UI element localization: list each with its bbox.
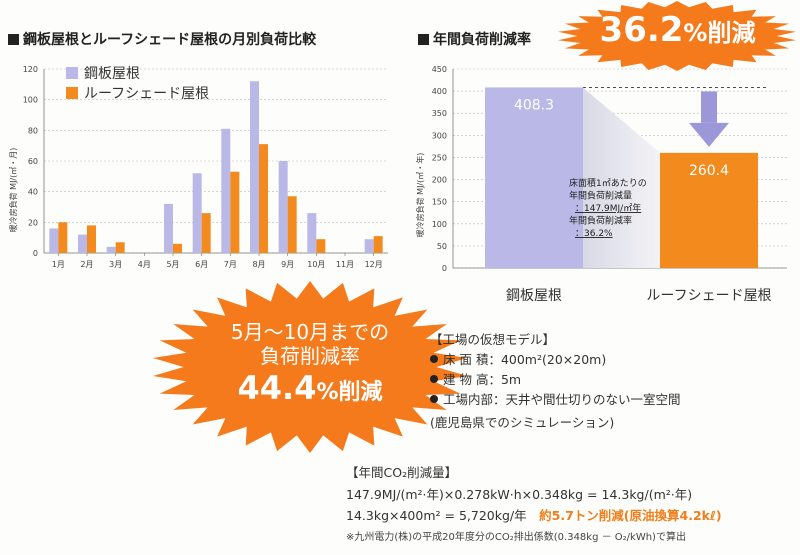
arrow-shaft xyxy=(701,91,717,123)
x-tick-label: 11月 xyxy=(336,260,354,269)
note-line: 年間負荷削減率 xyxy=(569,215,632,227)
co2-footnote: ※九州電力(株)の平成20年度分のCO₂排出係数(0.348kg － O₂/kW… xyxy=(346,532,686,543)
left-chart-heading: 鋼板屋根とルーフシェード屋根の月別負荷比較 xyxy=(8,29,316,49)
bar-steel-annual xyxy=(485,87,583,268)
y-tick-label: 20 xyxy=(28,218,38,227)
bar-steel xyxy=(278,161,288,253)
bar-steel xyxy=(49,228,59,253)
note-line: 床面積1㎡あたりの xyxy=(569,177,647,189)
bullet-icon xyxy=(430,375,438,383)
y-tick-label: 350 xyxy=(432,109,447,118)
bar-roofshade xyxy=(259,144,268,253)
burst-left-text: 5月～10月までの 負荷削減率 44.4%削減 xyxy=(230,320,390,407)
model-note: (鹿児島県でのシミュレーション) xyxy=(430,415,615,430)
burst-left xyxy=(152,281,468,453)
y-tick-label: 250 xyxy=(432,153,447,162)
arrow-head xyxy=(689,122,729,147)
y-tick-label: 400 xyxy=(432,87,447,96)
bar-steel xyxy=(221,128,231,253)
note-line: ：147.9MJ/㎡年 xyxy=(575,202,641,214)
x-tick-label: 2月 xyxy=(80,260,93,269)
bar-value-label: 408.3 xyxy=(514,97,554,113)
legend-swatch-roofshade xyxy=(66,87,78,99)
y-tick-label: 50 xyxy=(437,242,447,251)
bar-roofshade xyxy=(115,242,125,253)
right-chart-heading: 年間負荷削減率 xyxy=(418,29,531,49)
factory-model: 【工場の仮想モデル】 床 面 積：400m²(20×20m) 建 物 高：5m … xyxy=(430,330,681,433)
x-tick-label: 5月 xyxy=(166,260,179,269)
bar-roofshade xyxy=(287,196,297,253)
x-tick-label: 8月 xyxy=(252,260,265,269)
y-tick-label: 450 xyxy=(432,65,447,74)
bar-steel xyxy=(192,173,202,253)
burst-top xyxy=(557,1,797,71)
bar-steel xyxy=(307,213,317,253)
bar-value-label: 260.4 xyxy=(689,163,729,179)
legend-label-steel: 鋼板屋根 xyxy=(84,66,140,82)
x-tick-label: 10月 xyxy=(307,260,325,269)
right-chart-ylabel: 暖冷房負荷 MJ/(㎡・年) xyxy=(415,153,425,238)
y-tick-label: 120 xyxy=(23,65,38,74)
monthly-load-chart: 0 20 40 60 80 100 120 1月 2月 3月 4月 5月 6月 7月 8月 9月 10月 11月 1… xyxy=(8,65,388,269)
x-tick-label: 6月 xyxy=(195,260,208,269)
legend-label-roofshade: ルーフシェード屋根 xyxy=(84,86,209,102)
bullet-icon xyxy=(430,395,438,403)
bullet-icon xyxy=(430,355,438,363)
y-tick-label: 60 xyxy=(28,157,38,166)
y-tick-label: 150 xyxy=(432,198,447,207)
heading-square-icon xyxy=(418,34,429,45)
model-item: 工場内部：天井や間仕切りのない一室空間 xyxy=(430,390,681,410)
y-tick-label: 200 xyxy=(432,176,447,185)
x-tick-label: 1月 xyxy=(52,260,65,269)
bar-steel xyxy=(106,246,116,253)
bar-steel xyxy=(164,203,173,253)
bar-roofshade xyxy=(373,236,383,253)
co2-title: 【年間CO₂削減量】 xyxy=(346,465,458,480)
burst-top-text: 36.2%削減 xyxy=(599,10,756,50)
y-tick-label: 40 xyxy=(28,188,38,197)
left-chart-ylabel: 暖冷房負荷 MJ/(㎡・月) xyxy=(8,148,18,233)
bar-steel xyxy=(364,239,374,253)
co2-reduction-highlight: 約5.7トン削減(原油換算4.2kℓ) xyxy=(539,508,722,523)
y-tick-label: 300 xyxy=(432,131,447,140)
bar-roofshade xyxy=(173,243,182,253)
bar-roofshade xyxy=(316,239,326,253)
y-tick-label: 0 xyxy=(33,249,38,258)
bar-roofshade xyxy=(230,171,240,253)
y-tick-label: 100 xyxy=(23,96,38,105)
co2-line2: 14.3kg×400m² = 5,720kg/年 約5.7トン削減(原油換算4.… xyxy=(346,508,722,523)
x-category-label: ルーフシェード屋根 xyxy=(646,288,771,304)
y-tick-label: 80 xyxy=(28,126,38,135)
model-item: 建 物 高：5m xyxy=(430,370,681,390)
y-tick-label: 100 xyxy=(432,220,447,229)
model-title: 【工場の仮想モデル】 xyxy=(430,332,556,347)
bar-roofshade xyxy=(201,213,211,253)
starburst-shape xyxy=(152,281,468,453)
reduction-wedge xyxy=(583,87,660,268)
x-tick-label: 12月 xyxy=(365,260,383,269)
model-item: 床 面 積：400m²(20×20m) xyxy=(430,350,681,370)
bar-steel xyxy=(250,81,259,253)
x-tick-label: 7月 xyxy=(224,260,237,269)
annual-load-chart: 0 50 100 150 200 250 300 350 400 450 408.3 鋼板屋根 260.… xyxy=(415,65,787,304)
x-tick-label: 3月 xyxy=(109,260,122,269)
x-tick-label: 9月 xyxy=(281,260,294,269)
y-tick-label: 0 xyxy=(442,264,447,273)
bar-roofshade-annual xyxy=(660,152,758,268)
bar-roofshade xyxy=(87,225,96,253)
co2-line1: 147.9MJ/(m²·年)×0.278kW·h×0.348kg = 14.3k… xyxy=(346,487,693,502)
note-line: ：36.2% xyxy=(575,229,613,239)
heading-square-icon xyxy=(8,34,19,45)
x-tick-label: 4月 xyxy=(138,260,151,269)
legend-swatch-steel xyxy=(66,67,78,79)
x-category-label: 鋼板屋根 xyxy=(506,288,562,304)
reduction-arrow-icon xyxy=(689,91,729,147)
bar-steel xyxy=(78,234,87,253)
note-line: 年間負荷削減量 xyxy=(569,190,632,202)
starburst-shape xyxy=(557,1,797,71)
bar-roofshade xyxy=(58,222,68,253)
